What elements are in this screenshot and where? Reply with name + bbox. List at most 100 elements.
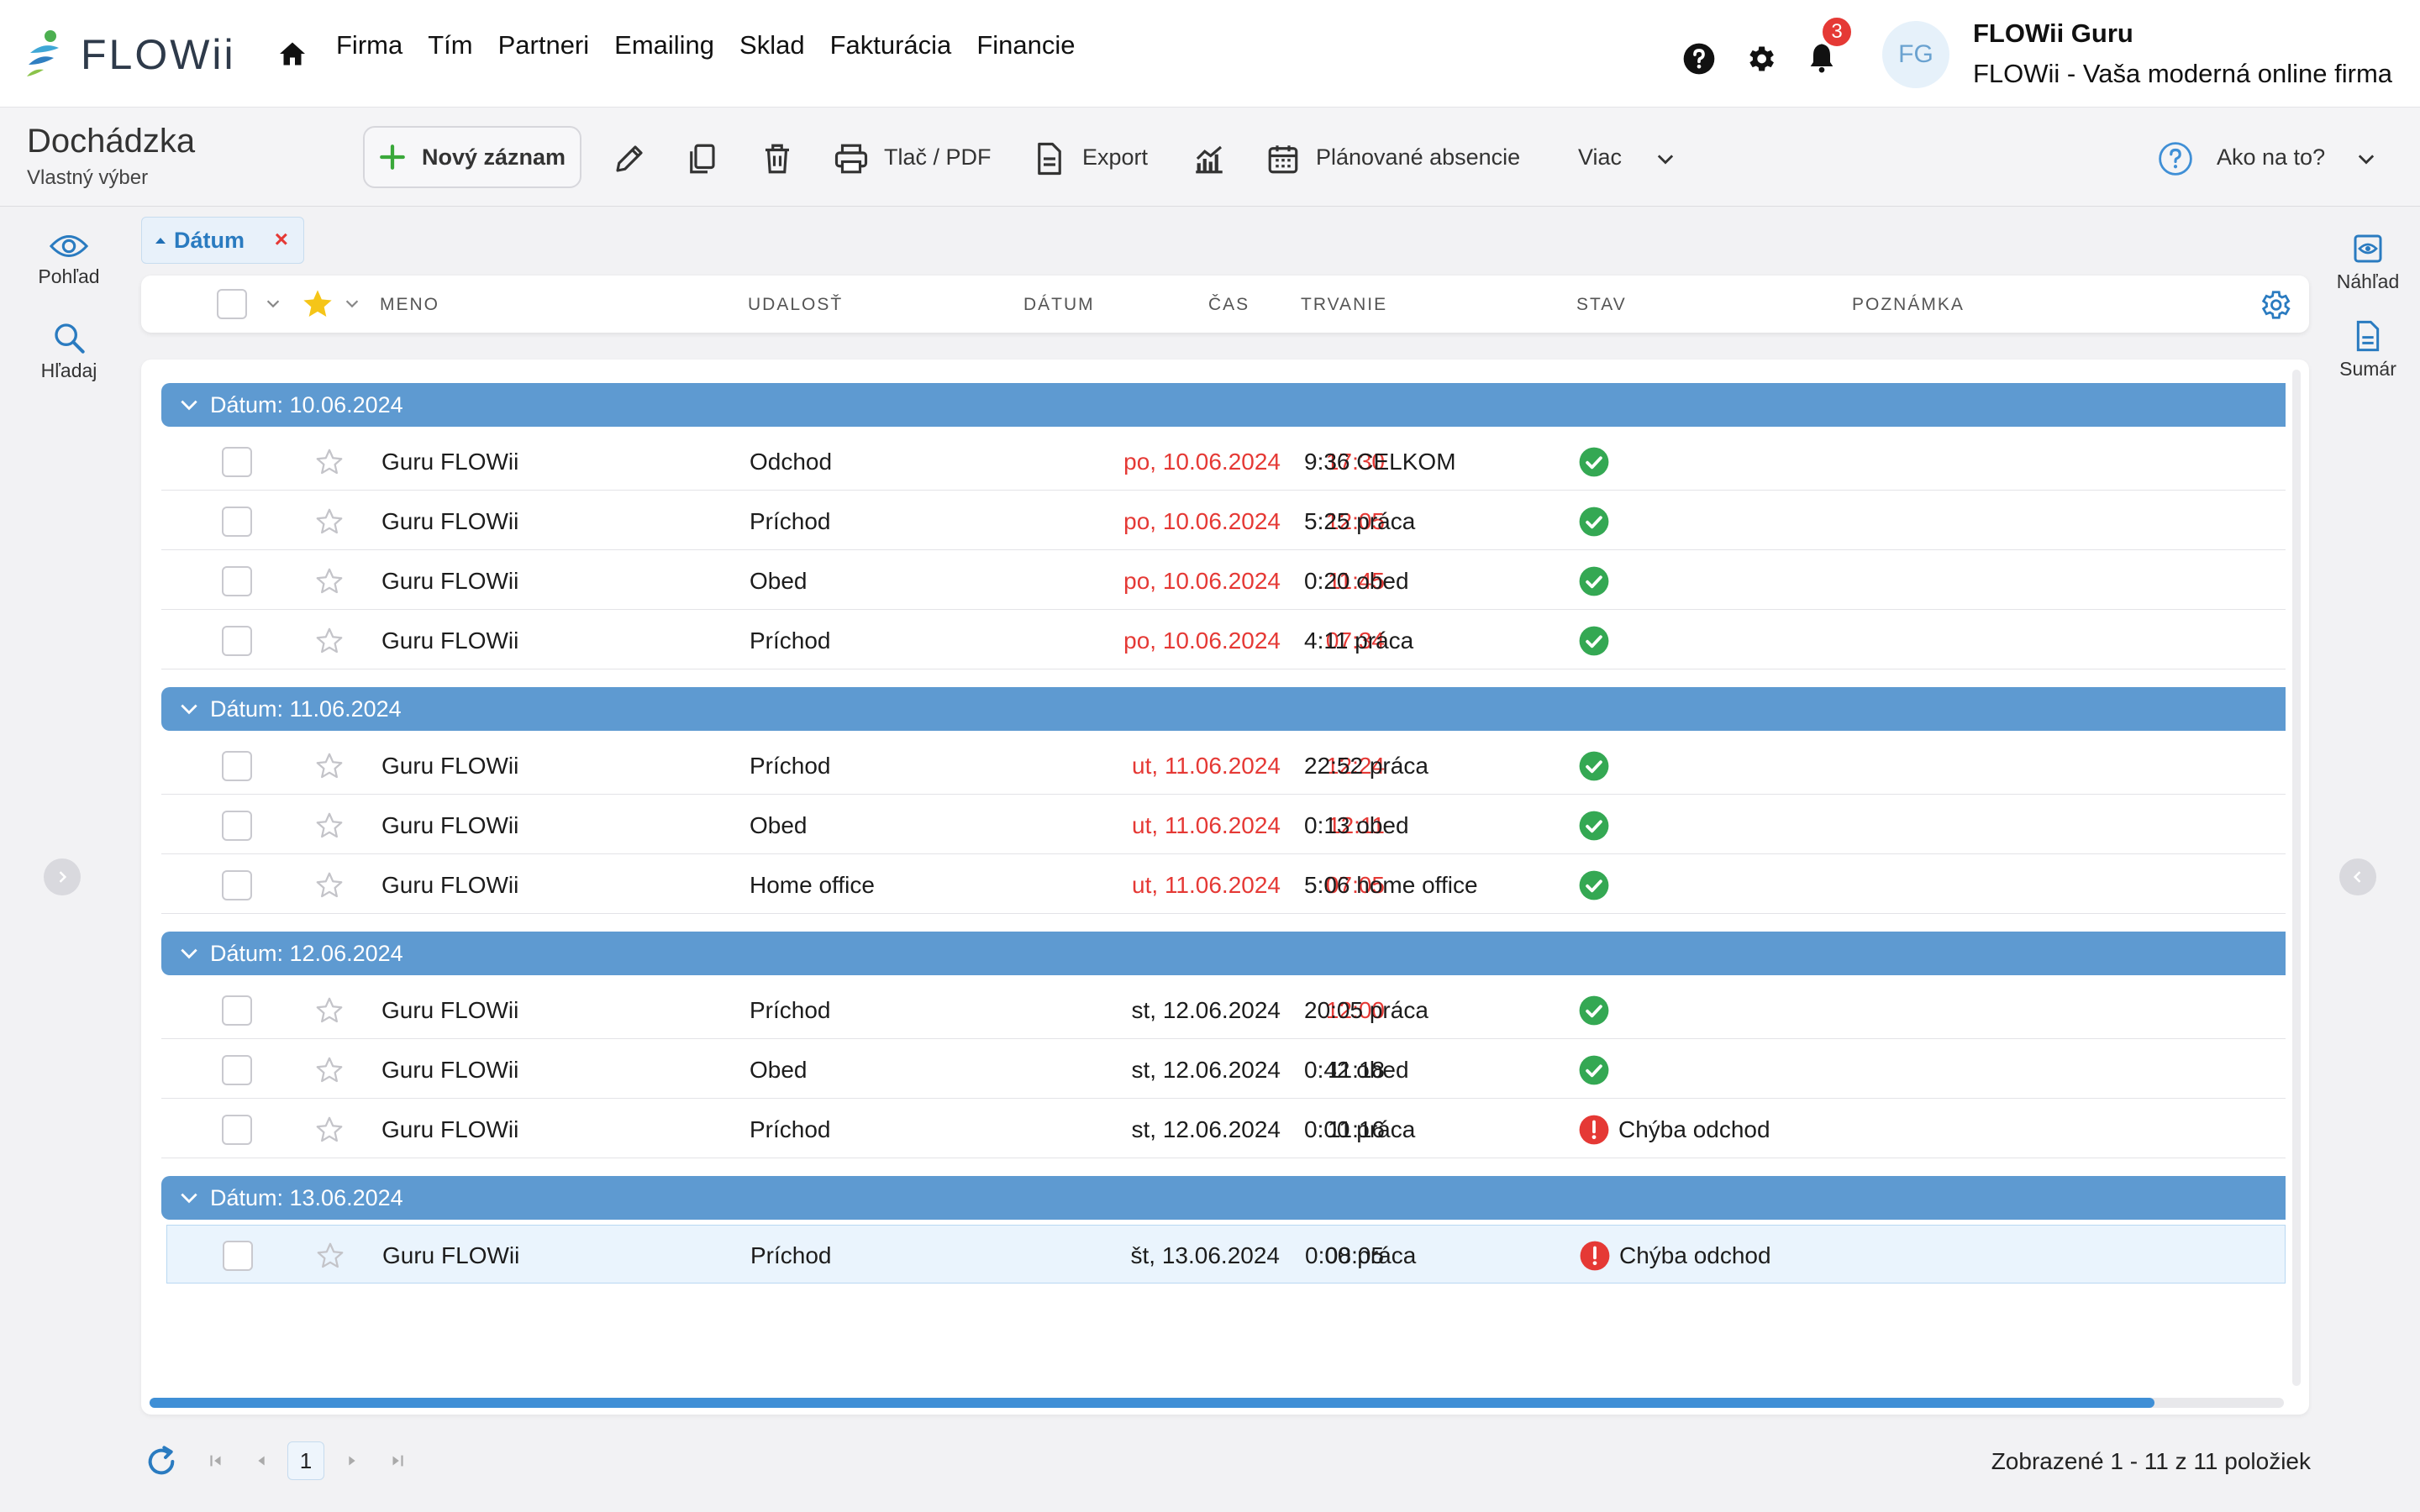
delete-trash-icon[interactable]	[760, 141, 795, 176]
star-filled-icon[interactable]	[301, 287, 334, 321]
previous-page-icon[interactable]	[252, 1452, 271, 1470]
row-checkbox[interactable]	[222, 870, 252, 900]
planned-absences-button[interactable]: Plánované absencie	[1316, 144, 1521, 170]
more-menu-button[interactable]: Viac	[1578, 144, 1623, 170]
group-header[interactable]: Dátum: 11.06.2024	[161, 687, 2286, 731]
star-outline-icon[interactable]	[314, 447, 345, 477]
row-checkbox[interactable]	[222, 507, 252, 537]
star-outline-icon[interactable]	[314, 870, 345, 900]
star-outline-icon[interactable]	[315, 1241, 345, 1271]
menu-item-financie[interactable]: Financie	[976, 30, 1076, 60]
star-outline-icon[interactable]	[314, 626, 345, 656]
next-page-icon[interactable]	[343, 1452, 361, 1470]
chevron-down-icon[interactable]	[178, 1187, 200, 1209]
export-button[interactable]: Export	[1082, 144, 1149, 170]
row-checkbox[interactable]	[222, 811, 252, 841]
column-header-date[interactable]: DÁTUM	[1023, 295, 1095, 314]
help-circle-icon[interactable]	[2158, 141, 2193, 176]
user-name[interactable]: FLOWii Guru	[1973, 18, 2133, 48]
column-settings-gear-icon[interactable]	[2257, 287, 2292, 323]
row-checkbox[interactable]	[222, 566, 252, 596]
menu-item-firma[interactable]: Firma	[336, 30, 403, 60]
view-panel-button[interactable]: Pohľad	[27, 232, 111, 288]
star-outline-icon[interactable]	[314, 566, 345, 596]
table-row[interactable]: Guru FLOWii Príchod po, 10.06.2024 12:05 5:2…	[161, 491, 2286, 550]
table-row[interactable]: Guru FLOWii Príchod st, 12.06.2024 11:16 0:0…	[161, 1100, 2286, 1158]
row-checkbox[interactable]	[223, 1241, 253, 1271]
help-icon[interactable]	[1682, 42, 1716, 76]
row-checkbox[interactable]	[222, 1115, 252, 1145]
column-header-status[interactable]: STAV	[1576, 295, 1627, 314]
star-outline-icon[interactable]	[314, 995, 345, 1026]
menu-item-partneri[interactable]: Partneri	[497, 30, 590, 60]
new-record-button[interactable]: Nový záznam	[363, 126, 581, 188]
table-row[interactable]: Guru FLOWii Obed po, 10.06.2024 11:45 0:20 o…	[161, 551, 2286, 610]
chevron-down-icon[interactable]	[264, 294, 282, 312]
chevron-down-icon[interactable]	[343, 294, 361, 312]
chevron-down-icon[interactable]	[178, 942, 200, 964]
menu-item-emailing[interactable]: Emailing	[614, 30, 715, 60]
preview-panel-button[interactable]: Náhľad	[2326, 232, 2410, 293]
group-header[interactable]: Dátum: 12.06.2024	[161, 932, 2286, 975]
table-row[interactable]: Guru FLOWii Príchod št, 13.06.2024 08:05 0:0…	[166, 1225, 2286, 1284]
edit-pencil-icon[interactable]	[612, 141, 647, 176]
export-file-icon[interactable]	[1032, 141, 1067, 176]
select-all-checkbox[interactable]	[217, 289, 247, 319]
menu-item-tim[interactable]: Tím	[428, 30, 473, 60]
horizontal-scrollbar[interactable]	[150, 1398, 2284, 1408]
table-row[interactable]: Guru FLOWii Odchod po, 10.06.2024 17:30 9:36…	[161, 432, 2286, 491]
row-checkbox[interactable]	[222, 751, 252, 781]
group-header[interactable]: Dátum: 10.06.2024	[161, 383, 2286, 427]
summary-panel-button[interactable]: Sumár	[2326, 319, 2410, 381]
group-header[interactable]: Dátum: 13.06.2024	[161, 1176, 2286, 1220]
table-row[interactable]: Guru FLOWii Príchod ut, 11.06.2024 12:24 22:…	[161, 736, 2286, 795]
first-page-icon[interactable]	[207, 1452, 225, 1470]
left-panel-expand-button[interactable]	[44, 858, 81, 895]
column-header-name[interactable]: MENO	[380, 295, 439, 314]
table-row[interactable]: Guru FLOWii Príchod st, 12.06.2024 12:00 20:…	[161, 980, 2286, 1039]
home-icon[interactable]	[277, 39, 308, 69]
row-checkbox[interactable]	[222, 1055, 252, 1085]
chevron-down-icon[interactable]	[1654, 148, 1677, 171]
column-header-time[interactable]: ČAS	[1208, 295, 1250, 314]
vertical-scrollbar[interactable]	[2292, 370, 2301, 1386]
row-checkbox[interactable]	[222, 447, 252, 477]
chevron-down-icon[interactable]	[178, 698, 200, 720]
settings-gear-icon[interactable]	[1744, 42, 1777, 76]
table-row[interactable]: Guru FLOWii Home office ut, 11.06.2024 07:0…	[161, 855, 2286, 914]
row-checkbox[interactable]	[222, 626, 252, 656]
menu-item-fakturacia[interactable]: Fakturácia	[829, 30, 952, 60]
horizontal-scrollbar-thumb[interactable]	[150, 1398, 2154, 1408]
column-header-duration[interactable]: TRVANIE	[1301, 295, 1388, 314]
column-header-note[interactable]: POZNÁMKA	[1852, 295, 1965, 314]
statistics-chart-icon[interactable]	[1192, 141, 1227, 176]
remove-filter-icon[interactable]: ×	[274, 226, 288, 252]
logo[interactable]: FLOWii	[25, 25, 236, 84]
search-panel-button[interactable]: Hľadaj	[27, 321, 111, 382]
calendar-icon[interactable]	[1265, 141, 1301, 176]
chevron-down-icon[interactable]	[178, 394, 200, 416]
avatar[interactable]: FG	[1882, 21, 1949, 88]
row-checkbox[interactable]	[222, 995, 252, 1026]
menu-item-sklad[interactable]: Sklad	[739, 30, 805, 60]
sort-filter-chip[interactable]: Dátum ×	[141, 217, 304, 264]
column-header-event[interactable]: UDALOSŤ	[748, 295, 844, 314]
notification-bell-icon[interactable]	[1805, 40, 1839, 76]
table-row[interactable]: Guru FLOWii Obed ut, 11.06.2024 12:11 0:13 o…	[161, 795, 2286, 854]
copy-icon[interactable]	[684, 141, 719, 176]
right-panel-expand-button[interactable]	[2339, 858, 2376, 895]
chevron-down-icon[interactable]	[2354, 148, 2378, 171]
print-pdf-button[interactable]: Tlač / PDF	[884, 144, 992, 170]
star-outline-icon[interactable]	[314, 1055, 345, 1085]
star-outline-icon[interactable]	[314, 507, 345, 537]
star-outline-icon[interactable]	[314, 1115, 345, 1145]
table-row[interactable]: Guru FLOWii Obed st, 12.06.2024 11:18 0:42 o…	[161, 1040, 2286, 1099]
current-page-number[interactable]: 1	[287, 1441, 324, 1480]
last-page-icon[interactable]	[388, 1452, 407, 1470]
star-outline-icon[interactable]	[314, 751, 345, 781]
table-row[interactable]: Guru FLOWii Príchod po, 10.06.2024 07:34 4:1…	[161, 611, 2286, 669]
refresh-icon[interactable]	[145, 1445, 178, 1478]
star-outline-icon[interactable]	[314, 811, 345, 841]
printer-icon[interactable]	[834, 141, 869, 176]
how-to-button[interactable]: Ako na to?	[2217, 144, 2326, 170]
